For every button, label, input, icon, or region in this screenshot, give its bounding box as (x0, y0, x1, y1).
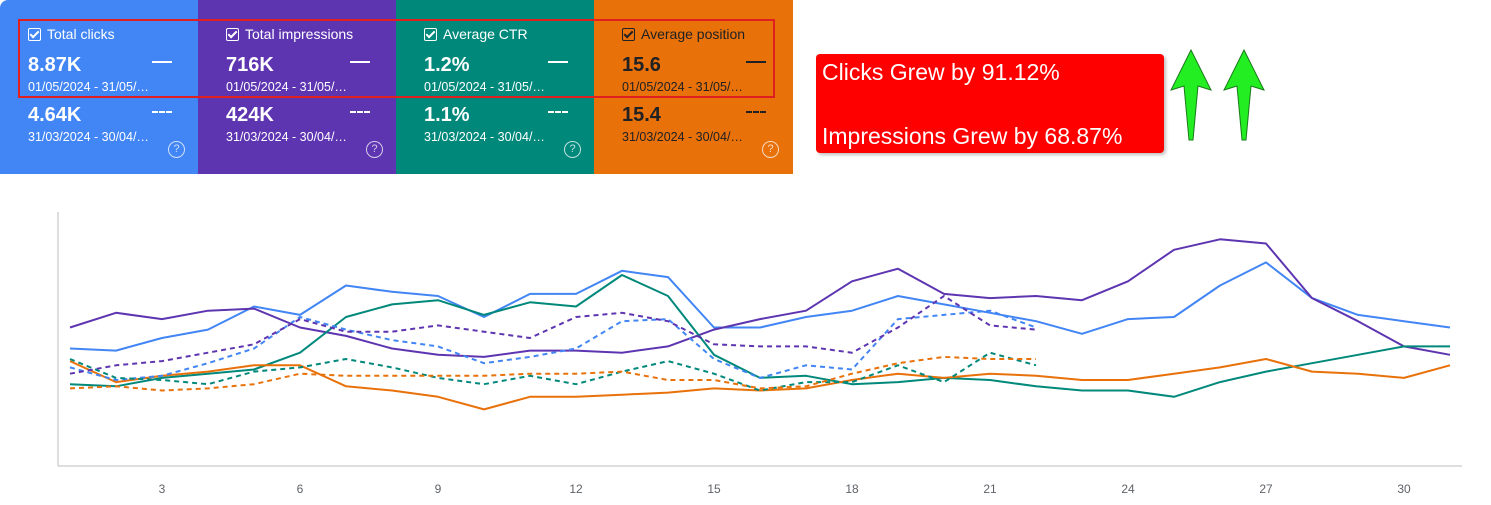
current-value: 15.6 (622, 54, 661, 76)
series-line-impressions-current (69, 238, 1451, 358)
help-icon[interactable]: ? (168, 141, 185, 158)
dashed-line-icon (746, 111, 766, 113)
x-tick-label: 30 (1397, 482, 1411, 496)
current-date-range: 01/05/2024 - 31/05/… (424, 80, 545, 94)
current-date-range: 01/05/2024 - 31/05/… (622, 80, 743, 94)
previous-date-range: 31/03/2024 - 30/04/… (622, 130, 743, 144)
series-line-clicks-current (69, 261, 1451, 352)
help-icon[interactable]: ? (564, 141, 581, 158)
help-icon[interactable]: ? (366, 141, 383, 158)
dashed-line-icon (548, 111, 568, 113)
previous-date-range: 31/03/2024 - 30/04/… (424, 130, 545, 144)
card-header[interactable]: Average CTR (424, 26, 528, 42)
checkbox-icon[interactable] (424, 27, 437, 41)
series-line-position-current (69, 358, 1451, 411)
x-tick-label: 9 (435, 482, 442, 496)
x-tick-label: 24 (1121, 482, 1135, 496)
previous-date-range: 31/03/2024 - 30/04/… (226, 130, 347, 144)
previous-value: 15.4 (622, 104, 661, 126)
growth-callout: Clicks Grew by 91.12% Impressions Grew b… (816, 54, 1164, 153)
performance-line-chart: 3 6 9 12 15 18 21 24 27 30 (57, 212, 1462, 496)
highlight-box (18, 19, 775, 98)
impressions-growth-text: Impressions Grew by 68.87% (822, 123, 1123, 149)
dashed-line-icon (152, 111, 172, 113)
checkbox-icon[interactable] (622, 27, 635, 41)
x-tick-label: 27 (1259, 482, 1273, 496)
card-header[interactable]: Total clicks (28, 26, 115, 42)
current-value: 1.2% (424, 54, 470, 76)
solid-line-icon (152, 61, 172, 63)
checkbox-icon[interactable] (28, 27, 41, 41)
previous-value: 4.64K (28, 104, 82, 126)
clicks-growth-text: Clicks Grew by 91.12% (822, 59, 1060, 85)
series-layer (69, 238, 1451, 411)
series-line-impressions-previous (69, 295, 1037, 375)
x-tick-label: 12 (569, 482, 583, 496)
x-tick-label: 18 (845, 482, 859, 496)
card-label: Total clicks (47, 26, 115, 42)
up-arrow-icon (1223, 48, 1265, 141)
card-header[interactable]: Average position (622, 26, 745, 42)
help-icon[interactable]: ? (762, 141, 779, 158)
current-value: 716K (226, 54, 274, 76)
metric-card-average-position[interactable]: Average position 15.6 01/05/2024 - 31/05… (594, 0, 793, 174)
metric-card-total-clicks[interactable]: Total clicks 8.87K 01/05/2024 - 31/05/… … (0, 0, 198, 174)
current-value: 8.87K (28, 54, 82, 76)
metric-cards: Total clicks 8.87K 01/05/2024 - 31/05/… … (0, 0, 793, 174)
series-line-ctr-previous (69, 351, 1037, 392)
series-line-clicks-previous (69, 309, 1037, 381)
current-date-range: 01/05/2024 - 31/05/… (226, 80, 347, 94)
series-line-position-previous (69, 355, 1036, 392)
previous-date-range: 31/03/2024 - 30/04/… (28, 130, 149, 144)
metric-card-average-ctr[interactable]: Average CTR 1.2% 01/05/2024 - 31/05/… 1.… (396, 0, 594, 174)
up-arrows (1170, 48, 1265, 141)
x-tick-label: 21 (983, 482, 997, 496)
x-tick-label: 3 (159, 482, 166, 496)
card-label: Average position (641, 26, 746, 42)
x-tick-label: 6 (297, 482, 304, 496)
card-label: Average CTR (443, 26, 528, 42)
previous-value: 1.1% (424, 104, 470, 126)
solid-line-icon (746, 61, 766, 63)
previous-value: 424K (226, 104, 274, 126)
current-date-range: 01/05/2024 - 31/05/… (28, 80, 149, 94)
card-header[interactable]: Total impressions (226, 26, 353, 42)
x-tick-label: 15 (707, 482, 721, 496)
solid-line-icon (350, 61, 370, 63)
dashed-line-icon (350, 111, 370, 113)
card-label: Total impressions (245, 26, 354, 42)
x-tick-labels: 3 6 9 12 15 18 21 24 27 30 (159, 482, 1411, 496)
solid-line-icon (548, 61, 568, 63)
metric-card-total-impressions[interactable]: Total impressions 716K 01/05/2024 - 31/0… (198, 0, 396, 174)
up-arrow-icon (1170, 48, 1212, 141)
checkbox-icon[interactable] (226, 27, 239, 41)
